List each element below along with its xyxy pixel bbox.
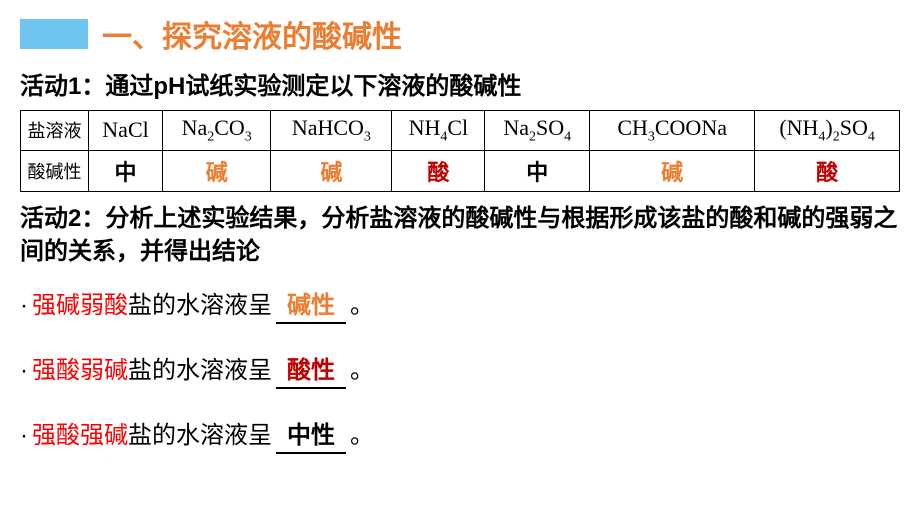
result-cell: 中 <box>89 150 163 191</box>
result-cell: 酸 <box>755 150 900 191</box>
conclusion-middle: 盐的水溶液呈 <box>128 350 272 385</box>
section-title: 一、探究溶液的酸碱性 <box>102 12 402 56</box>
conclusion-line: ·强酸强碱盐的水溶液呈中性。 <box>20 415 900 454</box>
fill-blank: 酸性 <box>276 350 346 389</box>
formula-cell: CH3COONa <box>590 110 755 150</box>
row-label-solution: 盐溶液 <box>21 110 89 150</box>
conclusion-prefix: 强酸强碱 <box>32 415 128 450</box>
conclusion-line: ·强酸弱碱盐的水溶液呈酸性。 <box>20 350 900 389</box>
fill-blank: 碱性 <box>276 285 346 324</box>
bullet-dot: · <box>20 422 28 450</box>
row-label-acidity: 酸碱性 <box>21 150 89 191</box>
fill-blank: 中性 <box>276 415 346 454</box>
result-cell: 中 <box>485 150 590 191</box>
conclusion-prefix: 强酸弱碱 <box>32 350 128 385</box>
activity2-title: 活动2：分析上述实验结果，分析盐溶液的酸碱性与根据形成该盐的酸和碱的强弱之间的关… <box>20 202 900 269</box>
conclusion-middle: 盐的水溶液呈 <box>128 285 272 320</box>
table-result-row: 酸碱性 中 碱 碱 酸 中 碱 酸 <box>21 150 900 191</box>
section-header: 一、探究溶液的酸碱性 <box>20 12 900 56</box>
result-cell: 碱 <box>163 150 271 191</box>
conclusions-block: ·强碱弱酸盐的水溶液呈碱性。 ·强酸弱碱盐的水溶液呈酸性。 ·强酸强碱盐的水溶液… <box>20 285 900 454</box>
header-accent-block <box>20 19 88 49</box>
solution-table: 盐溶液 NaCl Na2CO3 NaHCO3 NH4Cl Na2SO4 CH3C… <box>20 110 900 192</box>
table-header-row: 盐溶液 NaCl Na2CO3 NaHCO3 NH4Cl Na2SO4 CH3C… <box>21 110 900 150</box>
formula-cell: NH4Cl <box>392 110 485 150</box>
conclusion-prefix: 强碱弱酸 <box>32 285 128 320</box>
formula-cell: NaHCO3 <box>271 110 392 150</box>
conclusion-line: ·强碱弱酸盐的水溶液呈碱性。 <box>20 285 900 324</box>
result-cell: 碱 <box>590 150 755 191</box>
formula-cell: (NH4)2SO4 <box>755 110 900 150</box>
conclusion-suffix: 。 <box>350 285 374 320</box>
result-cell: 碱 <box>271 150 392 191</box>
activity1-title: 活动1：通过pH试纸实验测定以下溶液的酸碱性 <box>20 70 900 104</box>
conclusion-suffix: 。 <box>350 350 374 385</box>
conclusion-middle: 盐的水溶液呈 <box>128 415 272 450</box>
bullet-dot: · <box>20 292 28 320</box>
formula-cell: NaCl <box>89 110 163 150</box>
formula-cell: Na2SO4 <box>485 110 590 150</box>
bullet-dot: · <box>20 357 28 385</box>
formula-cell: Na2CO3 <box>163 110 271 150</box>
result-cell: 酸 <box>392 150 485 191</box>
conclusion-suffix: 。 <box>350 415 374 450</box>
